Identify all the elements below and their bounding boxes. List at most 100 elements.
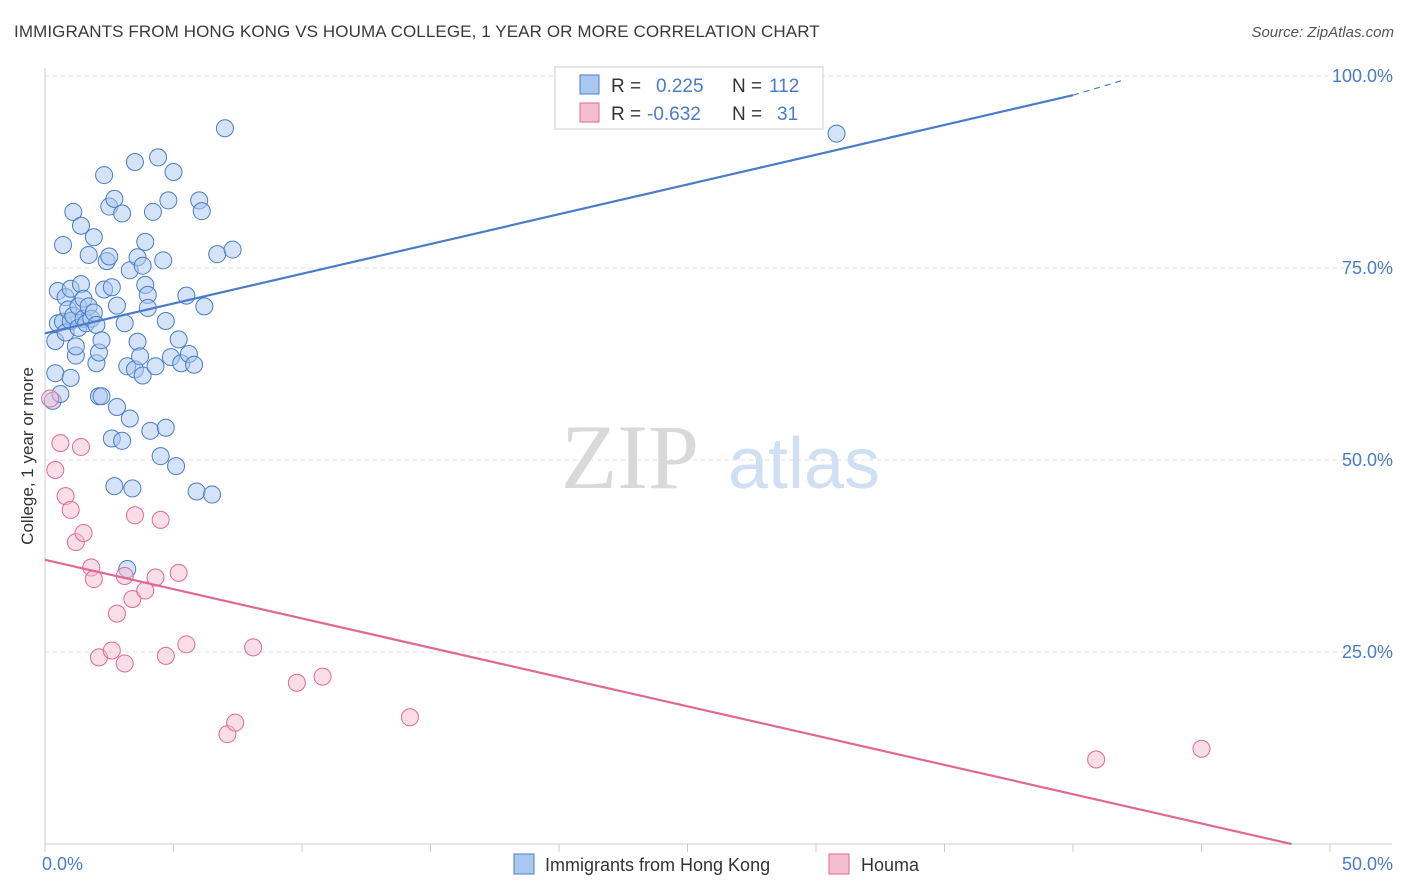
point-s1-15 <box>123 590 142 609</box>
point-s1-4 <box>61 500 80 519</box>
point-s0-70 <box>151 447 170 466</box>
point-s0-76 <box>164 163 183 181</box>
point-s1-6 <box>71 437 90 456</box>
y-tick-label-2: 75.0% <box>1342 258 1393 278</box>
point-s1-30 <box>1192 739 1211 758</box>
legend-label-hong-kong: Immigrants from Hong Kong <box>545 855 770 875</box>
point-s0-45 <box>107 296 126 315</box>
watermark: ZIP atlas <box>561 406 880 508</box>
point-s0-46 <box>107 398 126 417</box>
point-s0-36 <box>95 166 114 185</box>
corr-r-label-blue: R = <box>611 76 641 97</box>
point-s0-26 <box>79 245 98 264</box>
point-s0-41 <box>102 278 121 297</box>
corr-r-label-pink: R = <box>611 104 641 125</box>
point-s0-47 <box>113 204 132 223</box>
point-s0-73 <box>156 418 175 437</box>
point-s1-1 <box>46 460 65 479</box>
point-s0-60 <box>133 256 152 275</box>
point-s0-17 <box>66 337 85 356</box>
trend-line-0 <box>44 94 1074 335</box>
point-s0-54 <box>123 479 142 498</box>
y-tick-label-0: 25.0% <box>1342 642 1393 662</box>
point-s0-68 <box>146 357 165 376</box>
point-s0-90 <box>223 240 242 259</box>
series-1-points <box>41 389 1211 769</box>
point-s0-77 <box>167 457 186 476</box>
point-s0-20 <box>71 275 90 294</box>
point-s0-1 <box>46 364 65 383</box>
point-s0-15 <box>64 202 83 221</box>
trend-line-1 <box>44 558 1292 846</box>
data-points <box>41 119 1211 769</box>
point-s0-67 <box>143 202 162 221</box>
point-s1-12 <box>107 604 126 623</box>
point-s0-40 <box>100 247 119 266</box>
grid-lines <box>45 75 1392 653</box>
point-s1-16 <box>125 506 144 525</box>
series-legend: Immigrants from Hong Kong Houma <box>513 853 920 875</box>
point-s1-14 <box>115 654 134 673</box>
point-s0-59 <box>131 347 150 366</box>
legend-swatch-hong-kong <box>513 853 535 875</box>
point-s0-44 <box>105 477 124 496</box>
point-s1-20 <box>156 646 175 665</box>
point-s0-89 <box>215 119 234 138</box>
point-s0-72 <box>156 311 175 330</box>
y-tick-label-3: 100.0% <box>1332 66 1393 86</box>
point-s0-82 <box>185 355 204 374</box>
correlation-swatch-pink <box>579 102 600 123</box>
point-s0-69 <box>149 148 168 167</box>
point-s0-48 <box>113 431 132 450</box>
corr-r-value-blue: 0.225 <box>656 76 704 97</box>
x-tick-label-1: 50.0% <box>1342 854 1393 874</box>
point-s0-35 <box>92 387 111 406</box>
point-s0-78 <box>169 330 188 349</box>
series-0-points <box>43 119 846 579</box>
point-s0-88 <box>208 245 227 264</box>
point-s0-34 <box>92 331 111 350</box>
corr-r-value-pink: -0.632 <box>647 104 701 125</box>
point-s0-53 <box>120 409 139 428</box>
point-s0-7 <box>53 235 72 254</box>
point-s1-27 <box>313 667 332 686</box>
point-s0-55 <box>125 153 144 172</box>
point-s1-26 <box>287 673 306 692</box>
point-s1-7 <box>74 523 93 542</box>
point-s1-28 <box>400 708 419 727</box>
corr-n-label-blue: N = <box>732 76 762 97</box>
point-s0-58 <box>128 332 147 351</box>
point-s0-74 <box>159 191 178 210</box>
point-s0-71 <box>154 251 173 270</box>
corr-n-label-pink: N = <box>732 104 762 125</box>
chart-title: IMMIGRANTS FROM HONG KONG VS HOUMA COLLE… <box>14 22 820 41</box>
correlation-legend-frame <box>554 66 824 130</box>
axes <box>44 68 1392 852</box>
point-s1-22 <box>177 635 196 654</box>
x-tick-label-0: 0.0% <box>42 854 83 874</box>
point-s0-83 <box>187 482 206 501</box>
x-tick-labels: 0.0% 50.0% <box>42 854 1393 874</box>
y-tick-label-1: 50.0% <box>1342 450 1393 470</box>
point-s1-24 <box>226 713 245 732</box>
legend-label-houma: Houma <box>861 855 920 875</box>
y-axis-title: College, 1 year or more <box>18 367 37 545</box>
correlation-legend: R = 0.225 N = 112 R = -0.632 N = 31 <box>554 66 824 130</box>
point-s1-29 <box>1087 750 1106 769</box>
trend-line-0-extension <box>1072 79 1125 96</box>
point-s0-86 <box>195 297 214 316</box>
point-s1-19 <box>151 510 170 529</box>
point-s1-21 <box>169 563 188 582</box>
y-tick-labels: 25.0% 50.0% 75.0% 100.0% <box>1332 66 1393 662</box>
point-s0-62 <box>136 232 155 251</box>
source-credit: Source: ZipAtlas.com <box>1251 24 1394 41</box>
corr-n-value-pink: 31 <box>777 104 798 125</box>
point-s1-11 <box>102 641 121 660</box>
point-s0-21 <box>71 216 90 235</box>
point-s0-29 <box>84 228 103 247</box>
point-s0-91 <box>827 124 846 143</box>
correlation-swatch-blue <box>579 74 600 95</box>
point-s0-87 <box>203 485 222 504</box>
point-s1-0 <box>41 389 60 408</box>
